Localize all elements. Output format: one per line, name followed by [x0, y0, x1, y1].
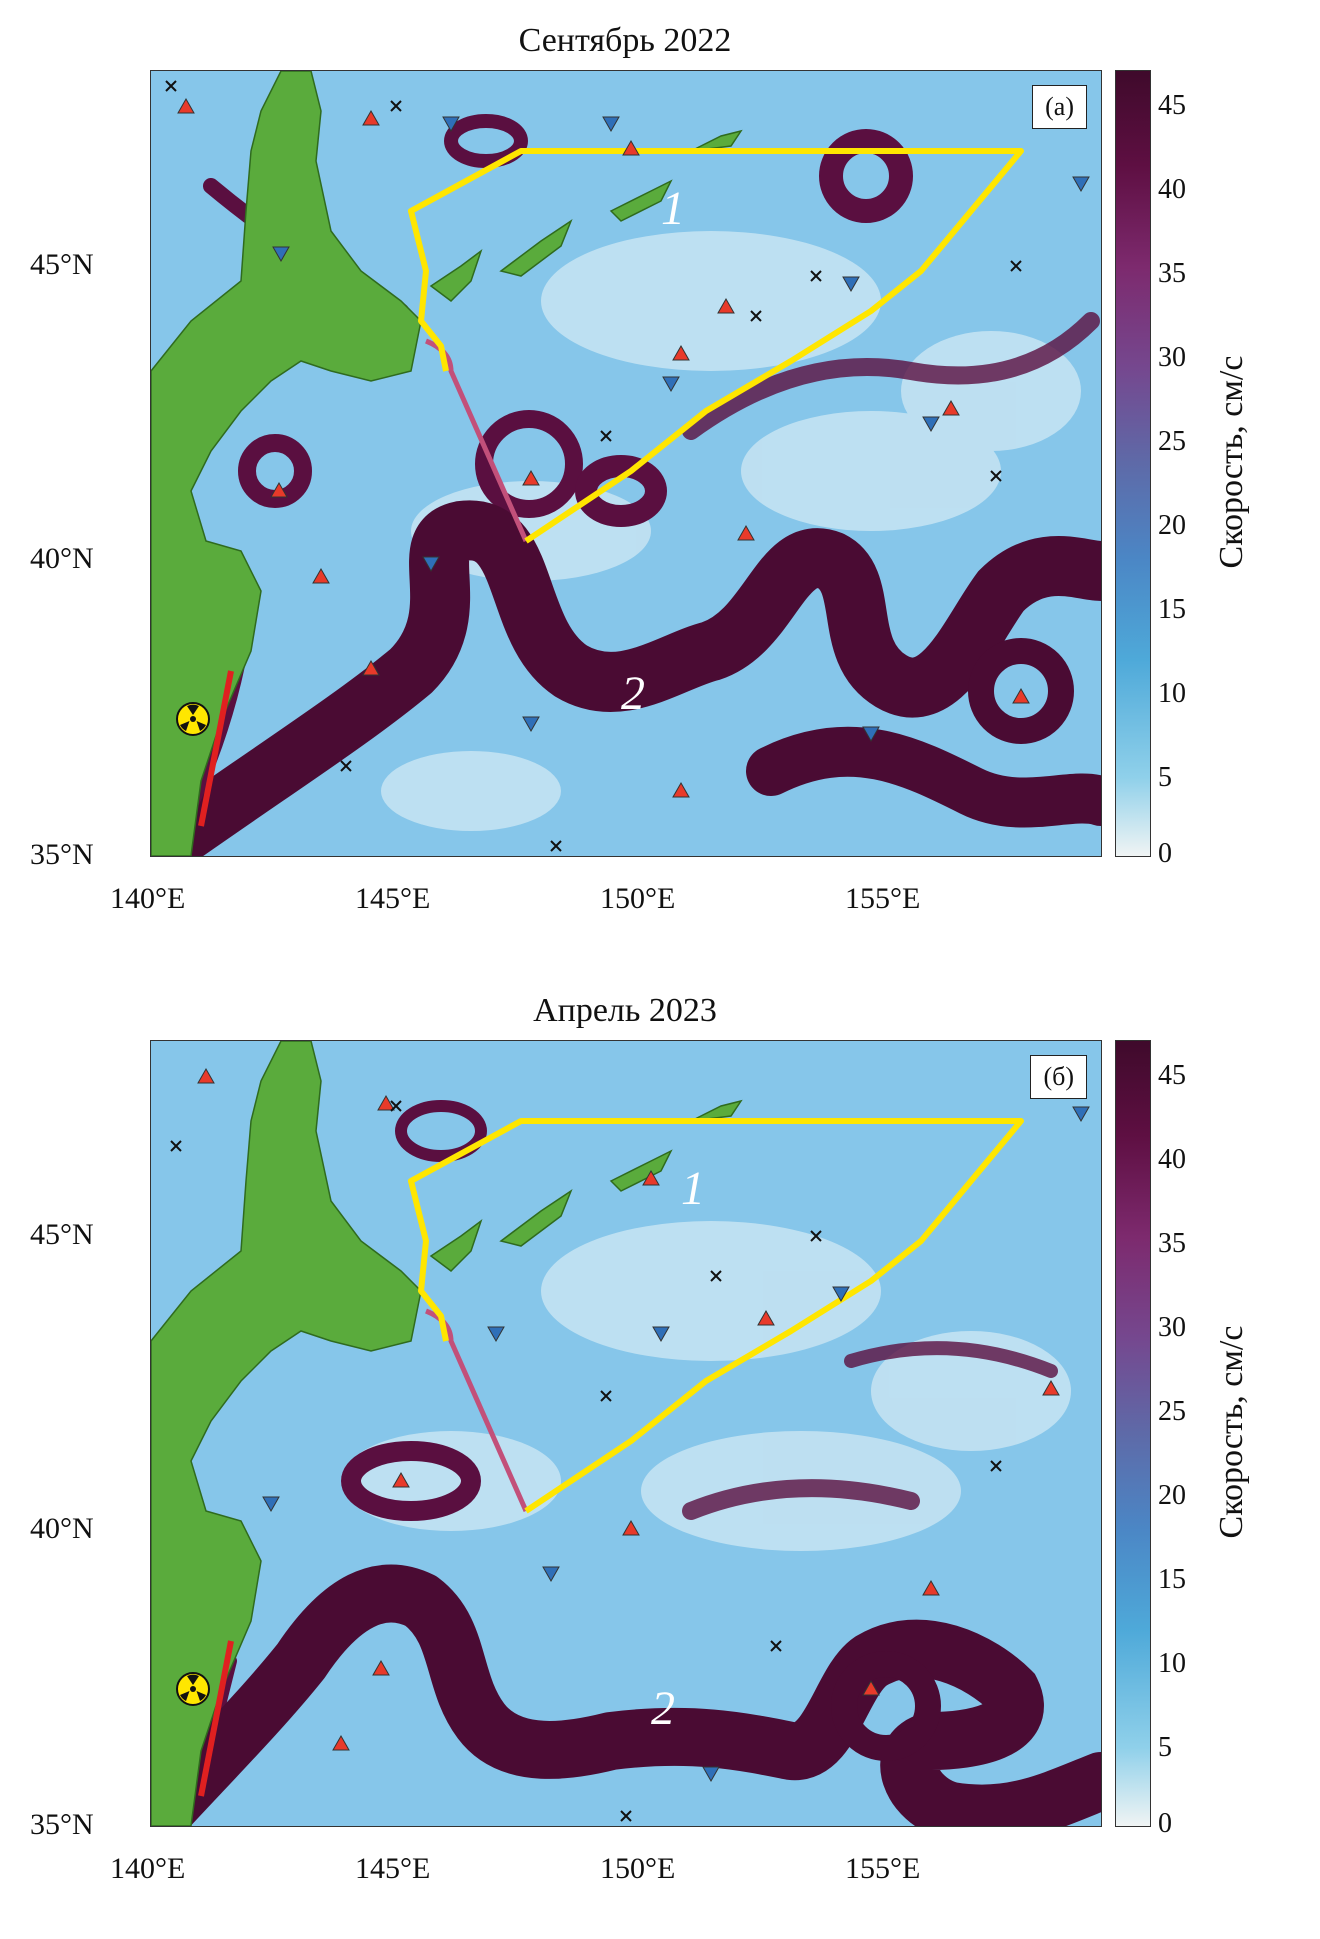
panel-letter: (а): [1032, 85, 1087, 129]
lat-label: 40°N: [30, 1512, 94, 1545]
lat-label: 45°N: [30, 1218, 94, 1251]
lon-label: 145°E: [355, 882, 431, 915]
colorbar-tick: 15: [1158, 594, 1186, 625]
colorbar-tick: 15: [1158, 1564, 1186, 1595]
colorbar-tick: 45: [1158, 90, 1186, 121]
lon-label: 140°E: [110, 1852, 186, 1885]
colorbar-tick: 40: [1158, 174, 1186, 205]
colorbar-tick: 10: [1158, 678, 1186, 709]
colorbar-tick: 10: [1158, 1648, 1186, 1679]
region-label-1: 1: [681, 1162, 705, 1215]
colorbar-tick: 5: [1158, 762, 1172, 793]
lat-label: 40°N: [30, 542, 94, 575]
panel-title: Апрель 2023: [533, 992, 717, 1029]
lon-label: 145°E: [355, 1852, 431, 1885]
region-label-2: 2: [651, 1682, 675, 1735]
lat-label: 45°N: [30, 248, 94, 281]
section-line: [425, 338, 529, 543]
low-speed-patches: [381, 231, 1081, 831]
colorbar-tick: 25: [1158, 426, 1186, 457]
region-label-1: 1: [661, 182, 685, 235]
map-panel-a: Сентябрь 2022: [0, 0, 1320, 969]
colorbar-tick: 25: [1158, 1396, 1186, 1427]
colorbar-tick: 35: [1158, 258, 1186, 289]
lon-label: 140°E: [110, 882, 186, 915]
map-panel-b: Апрель 2023: [0, 970, 1320, 1939]
colorbar-tick: 35: [1158, 1228, 1186, 1259]
region-polygon: [408, 1118, 1024, 1514]
coast-segment: [198, 670, 234, 827]
panel-letter: (б): [1030, 1055, 1087, 1099]
colorbar-tick: 0: [1158, 838, 1172, 869]
colorbar-tick: 5: [1158, 1732, 1172, 1763]
panel-title: Сентябрь 2022: [518, 22, 732, 59]
colorbar-title: Скорость, см/с: [1213, 1325, 1250, 1539]
radiation-icon: [176, 702, 210, 736]
colorbar-tick: 30: [1158, 1312, 1186, 1343]
lat-label: 35°N: [30, 1808, 94, 1841]
colorbar-tick: 45: [1158, 1060, 1186, 1091]
colorbar-tick: 0: [1158, 1808, 1172, 1839]
lat-label: 35°N: [30, 838, 94, 871]
strong-currents: [151, 114, 1101, 856]
map-area: (б) 1 2: [150, 1040, 1102, 1827]
colorbar-tick: 30: [1158, 342, 1186, 373]
lon-label: 155°E: [845, 1852, 921, 1885]
coast-segment: [198, 1640, 234, 1797]
lon-label: 150°E: [600, 1852, 676, 1885]
lon-label: 155°E: [845, 882, 921, 915]
colorbar-title: Скорость, см/с: [1213, 355, 1250, 569]
lon-label: 150°E: [600, 882, 676, 915]
markers: [170, 1067, 1090, 1822]
colorbar: [1115, 70, 1151, 857]
colorbar-tick: 20: [1158, 510, 1186, 541]
region-label-2: 2: [621, 667, 645, 720]
land: [151, 1041, 743, 1826]
section-line: [425, 1308, 529, 1513]
colorbar-tick: 20: [1158, 1480, 1186, 1511]
region-polygon: [408, 148, 1024, 544]
radiation-icon: [176, 1672, 210, 1706]
markers: [165, 80, 1090, 852]
land: [151, 71, 743, 856]
colorbar: [1115, 1040, 1151, 1827]
colorbar-tick: 40: [1158, 1144, 1186, 1175]
velocity-map: [151, 1041, 1101, 1826]
velocity-map: [151, 71, 1101, 856]
map-area: (а) 1 2: [150, 70, 1102, 857]
